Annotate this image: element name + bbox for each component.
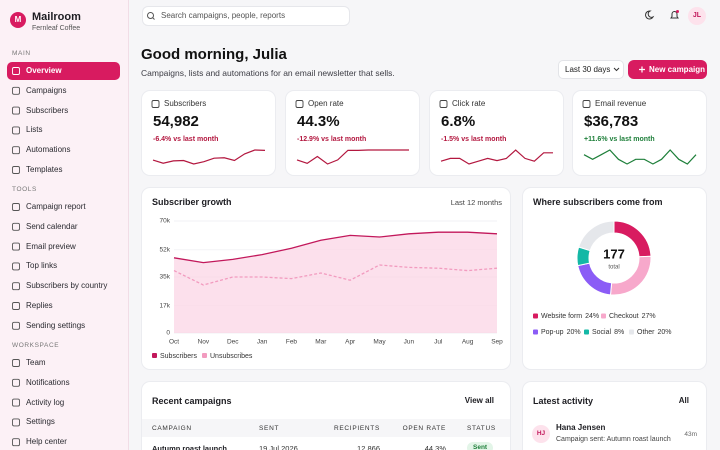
nav-active (7, 62, 120, 80)
brand: Mailroom (32, 11, 81, 23)
nav-item[interactable]: Subscribers (26, 105, 69, 115)
new-button[interactable] (628, 60, 707, 79)
nav-item[interactable]: Help center (26, 437, 67, 447)
kpi-value: 44.3% (297, 113, 340, 130)
greeting: Good morning, Julia (141, 46, 287, 63)
kpi-label: Email revenue (595, 99, 647, 108)
kpi-label: Subscribers (164, 99, 207, 108)
donut-card (522, 187, 707, 370)
cell: 44.3% (424, 443, 446, 450)
kpi-change: -6.4% vs last month (153, 136, 219, 143)
nav-item[interactable]: Subscribers by country (26, 281, 108, 291)
search[interactable] (142, 6, 350, 26)
column-header: SENT (259, 424, 280, 432)
nav-item[interactable]: Lists (26, 125, 43, 135)
kpi-change: +11.6% vs last month (584, 136, 655, 143)
kpi-change: -12.9% vs last month (297, 136, 367, 143)
activity-name: Hana Jensen (556, 423, 606, 432)
status-pill: Sent (467, 442, 494, 450)
nav-item[interactable]: Campaign report (26, 202, 86, 211)
column-header: STATUS (467, 424, 496, 432)
activity-time: 43m (684, 430, 697, 438)
nav-item[interactable]: Settings (26, 417, 55, 427)
section-title: TOOLS (12, 185, 37, 193)
nav-item[interactable]: Templates (26, 165, 63, 174)
view-all[interactable]: View all (464, 396, 494, 405)
nav-item[interactable]: Sending settings (26, 320, 86, 330)
cell: 19 Jul 2026 (259, 443, 298, 450)
nav-item[interactable]: Email preview (26, 241, 76, 251)
activity-avatar: HJ (532, 425, 550, 443)
cell: Autumn roast launch (152, 443, 228, 450)
kpi-change: -1.5% vs last month (441, 136, 507, 143)
nav-item[interactable]: Send calendar (26, 221, 78, 231)
search-placeholder: Search campaigns, people, reports (161, 11, 286, 20)
activity-text: Campaign sent: Autumn roast launch (556, 436, 671, 443)
nav-item[interactable]: Campaigns (26, 85, 67, 95)
cell: 12,866 (357, 443, 380, 450)
nav-item[interactable]: Team (26, 358, 46, 367)
range-select[interactable] (558, 60, 624, 79)
kpi-value: 6.8% (441, 113, 476, 130)
column-header: OPEN RATE (402, 424, 446, 432)
chart-title: Subscriber growth (152, 197, 232, 207)
avatar[interactable]: JL (688, 7, 706, 25)
kpi-value: $36,783 (584, 113, 639, 130)
nav-item[interactable]: Top links (26, 261, 58, 271)
kpi-value: 54,982 (153, 113, 199, 130)
nav-item[interactable]: Replies (26, 301, 53, 310)
org: Fernleaf Coffee (32, 25, 81, 32)
table-header (142, 419, 510, 437)
activity-title: Latest activity (533, 396, 594, 406)
activity-card (522, 381, 707, 450)
subtitle: Campaigns, lists and automations for an … (141, 67, 395, 78)
kpi-label: Open rate (308, 99, 344, 108)
chart-subtitle: Last 12 months (450, 197, 502, 207)
campaigns-title: Recent campaigns (152, 396, 232, 406)
nav-item[interactable]: Automations (26, 145, 71, 155)
nav-item[interactable]: Activity log (26, 397, 65, 407)
column-header: CAMPAIGN (152, 424, 192, 432)
kpi-label: Click rate (452, 99, 486, 108)
section-title: WORKSPACE (12, 341, 60, 349)
campaigns-card (141, 381, 511, 450)
button-label: New campaign (649, 64, 706, 74)
logo: M (10, 12, 26, 28)
column-header: RECIPIENTS (333, 424, 380, 432)
section-title: MAIN (12, 49, 31, 57)
chart-card (141, 187, 511, 370)
activity-all[interactable]: All (678, 396, 689, 405)
nav-item[interactable]: Overview (26, 66, 62, 75)
range-label: Last 30 days (565, 64, 611, 74)
nav-item[interactable]: Notifications (26, 377, 70, 387)
donut-title: Where subscribers come from (533, 197, 663, 207)
